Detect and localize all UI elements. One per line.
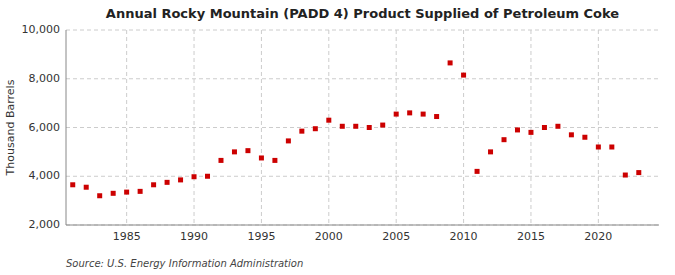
- point: [596, 145, 601, 150]
- chart: 2,000 4,000 6,000 8,000 10,000 1985 1990 1995 20…: [0, 0, 675, 275]
- y-axis-line: [66, 30, 67, 225]
- x-tick-label: 2020: [584, 230, 612, 243]
- grid-line-x: [396, 30, 397, 225]
- point: [421, 112, 426, 117]
- point: [555, 124, 560, 129]
- grid-line-x: [328, 30, 329, 225]
- point: [205, 174, 210, 179]
- point: [326, 118, 331, 123]
- y-axis-label: Thousand Barrels: [4, 79, 17, 176]
- point: [502, 137, 507, 142]
- point: [394, 112, 399, 117]
- point: [542, 125, 547, 130]
- point: [569, 132, 574, 137]
- point: [448, 60, 453, 65]
- point: [124, 190, 129, 195]
- y-tick-label: 8,000: [29, 72, 61, 85]
- point: [218, 158, 223, 163]
- x-tick-label: 1995: [247, 230, 275, 243]
- x-tick-label: 2005: [382, 230, 410, 243]
- point: [272, 158, 277, 163]
- grid-line-x: [598, 30, 599, 225]
- y-tick-label: 6,000: [29, 121, 61, 134]
- y-tick-label: 4,000: [29, 169, 61, 182]
- point: [111, 191, 116, 196]
- x-axis-line: [66, 225, 659, 226]
- grid: [66, 30, 659, 225]
- point: [636, 170, 641, 175]
- y-tick-label: 2,000: [29, 218, 61, 231]
- point: [97, 193, 102, 198]
- x-tick-label: 2010: [450, 230, 478, 243]
- point: [70, 182, 75, 187]
- point: [286, 138, 291, 143]
- point: [192, 174, 197, 179]
- grid-line-x: [194, 30, 195, 225]
- point: [259, 155, 264, 160]
- point: [475, 169, 480, 174]
- points: [70, 60, 641, 198]
- point: [245, 148, 250, 153]
- point: [515, 127, 520, 132]
- point: [582, 135, 587, 140]
- point: [353, 124, 358, 129]
- point: [232, 149, 237, 154]
- grid-line-y: [66, 127, 659, 128]
- grid-line-y: [66, 30, 659, 31]
- point: [84, 185, 89, 190]
- point: [299, 129, 304, 134]
- grid-line-y: [66, 176, 659, 177]
- point: [407, 110, 412, 115]
- point: [623, 173, 628, 178]
- grid-line-y: [66, 78, 659, 79]
- point: [138, 189, 143, 194]
- point: [151, 182, 156, 187]
- point: [528, 130, 533, 135]
- x-tick-label: 1985: [113, 230, 141, 243]
- point: [461, 73, 466, 78]
- point: [178, 177, 183, 182]
- point: [165, 180, 170, 185]
- point: [367, 125, 372, 130]
- point: [313, 126, 318, 131]
- grid-line-x: [261, 30, 262, 225]
- point: [488, 149, 493, 154]
- annotation: Source: U.S. Energy Information Administ…: [66, 258, 303, 269]
- x-tick-label: 1990: [180, 230, 208, 243]
- x-tick-label: 2015: [517, 230, 545, 243]
- grid-line-y: [66, 225, 659, 226]
- point: [340, 124, 345, 129]
- grid-line-x: [463, 30, 464, 225]
- grid-line-x: [126, 30, 127, 225]
- title: Annual Rocky Mountain (PADD 4) Product S…: [106, 6, 619, 21]
- grid-line-x: [530, 30, 531, 225]
- y-tick-label: 10,000: [22, 23, 61, 36]
- point: [380, 123, 385, 128]
- x-tick-label: 2000: [315, 230, 343, 243]
- point: [434, 114, 439, 119]
- point: [609, 145, 614, 150]
